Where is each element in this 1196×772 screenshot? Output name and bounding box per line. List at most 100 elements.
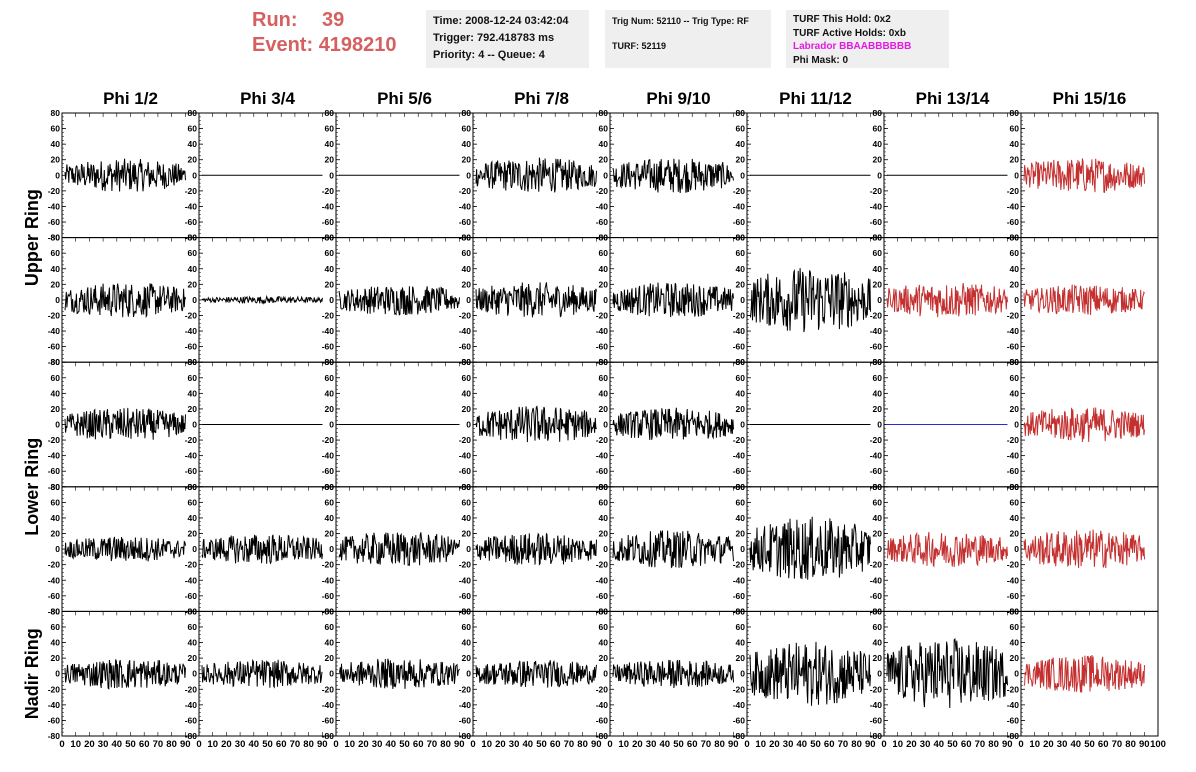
x-tick-label: 30 xyxy=(509,739,520,750)
y-tick-label: 80 xyxy=(51,606,61,616)
y-tick-label: 80 xyxy=(325,233,335,243)
y-tick-label: -80 xyxy=(322,731,335,741)
y-tick-label: 20 xyxy=(736,653,746,663)
x-tick-label: 10 xyxy=(892,739,903,750)
x-tick-label: 10 xyxy=(481,739,492,750)
y-tick-label: 40 xyxy=(51,139,61,149)
x-tick-label: 30 xyxy=(1057,739,1068,750)
y-tick-label: -40 xyxy=(870,201,883,211)
y-tick-label: -60 xyxy=(870,466,883,476)
ring-label: Nadir Ring xyxy=(22,628,42,719)
waveform-trace xyxy=(338,658,460,690)
y-tick-label: -20 xyxy=(459,684,472,694)
y-tick-label: -60 xyxy=(1007,715,1020,725)
ring-label: Lower Ring xyxy=(22,438,42,536)
y-tick-label: 80 xyxy=(1010,357,1020,367)
y-tick-label: 0 xyxy=(603,544,608,554)
y-tick-label: -20 xyxy=(733,560,746,570)
y-tick-label: -40 xyxy=(48,201,61,211)
y-tick-label: 20 xyxy=(462,529,472,539)
y-tick-label: 20 xyxy=(873,653,883,663)
y-tick-label: -40 xyxy=(322,451,335,461)
y-tick-label: 20 xyxy=(599,279,609,289)
y-tick-label: -60 xyxy=(596,715,609,725)
y-tick-label: 0 xyxy=(329,544,334,554)
y-tick-label: 40 xyxy=(873,388,883,398)
y-tick-label: 60 xyxy=(188,497,198,507)
x-tick-label: 0 xyxy=(1018,739,1023,750)
y-tick-label: 80 xyxy=(1010,606,1020,616)
y-tick-label: 20 xyxy=(325,155,335,165)
x-tick-label: 90 xyxy=(1002,739,1013,750)
y-tick-label: 40 xyxy=(325,638,335,648)
y-tick-label: 60 xyxy=(736,248,746,258)
waveform-trace xyxy=(612,659,734,689)
y-tick-label: -20 xyxy=(596,684,609,694)
x-tick-label: 40 xyxy=(934,739,945,750)
y-tick-label: 80 xyxy=(188,606,198,616)
y-tick-label: -20 xyxy=(596,186,609,196)
y-tick-label: -40 xyxy=(459,575,472,585)
x-tick-label: 60 xyxy=(550,739,561,750)
y-tick-label: -20 xyxy=(185,186,198,196)
y-tick-label: -40 xyxy=(870,326,883,336)
y-tick-label: 20 xyxy=(736,404,746,414)
x-tick-label: 70 xyxy=(701,739,712,750)
y-tick-label: -60 xyxy=(322,342,335,352)
x-tick-label: 80 xyxy=(714,739,725,750)
column-title: Phi 13/14 xyxy=(916,89,990,108)
y-tick-label: 0 xyxy=(55,170,60,180)
x-tick-label: 80 xyxy=(577,739,588,750)
run-line: Run: 39 xyxy=(252,8,397,33)
y-tick-label: -20 xyxy=(322,310,335,320)
y-tick-label: 0 xyxy=(740,420,745,430)
y-tick-label: -60 xyxy=(733,591,746,601)
y-tick-label: 20 xyxy=(51,529,61,539)
y-tick-label: 40 xyxy=(873,513,883,523)
y-tick-label: 40 xyxy=(188,139,198,149)
x-tick-label: 20 xyxy=(495,739,506,750)
y-tick-label: 0 xyxy=(55,669,60,679)
y-tick-label: 20 xyxy=(462,279,472,289)
y-tick-label: 40 xyxy=(462,139,472,149)
y-tick-label: 40 xyxy=(188,264,198,274)
y-tick-label: 80 xyxy=(188,482,198,492)
y-tick-label: -40 xyxy=(322,326,335,336)
y-tick-label: -20 xyxy=(459,435,472,445)
time-text: Time: 2008-12-24 03:42:04 xyxy=(433,15,569,27)
y-tick-label: 0 xyxy=(877,669,882,679)
y-tick-label: 80 xyxy=(325,606,335,616)
y-tick-label: -20 xyxy=(48,186,61,196)
y-tick-label: 0 xyxy=(192,295,197,305)
y-tick-label: 60 xyxy=(873,497,883,507)
waveform-trace xyxy=(886,283,1008,318)
y-tick-label: 60 xyxy=(873,124,883,134)
waveform-trace xyxy=(201,534,323,565)
y-tick-label: -40 xyxy=(322,700,335,710)
y-tick-label: -60 xyxy=(459,217,472,227)
y-tick-label: 60 xyxy=(1010,622,1020,632)
y-tick-label: -40 xyxy=(48,326,61,336)
y-tick-label: -60 xyxy=(733,466,746,476)
y-tick-label: -60 xyxy=(870,217,883,227)
y-tick-label: 80 xyxy=(873,482,883,492)
x-tick-label: 20 xyxy=(1043,739,1054,750)
y-tick-label: 60 xyxy=(1010,124,1020,134)
run-label: Run: xyxy=(252,9,298,31)
y-tick-label: 0 xyxy=(329,669,334,679)
y-tick-label: -60 xyxy=(185,715,198,725)
waveform-trace xyxy=(64,283,186,319)
y-tick-label: 40 xyxy=(325,264,335,274)
y-tick-label: 60 xyxy=(462,622,472,632)
y-tick-label: -60 xyxy=(48,466,61,476)
y-tick-label: 40 xyxy=(599,388,609,398)
y-tick-label: -60 xyxy=(870,591,883,601)
y-tick-label: 0 xyxy=(466,420,471,430)
x-tick-label: 20 xyxy=(84,739,95,750)
y-tick-label: -20 xyxy=(48,310,61,320)
waveform-trace xyxy=(64,659,186,690)
y-tick-label: 40 xyxy=(51,388,61,398)
y-tick-label: 80 xyxy=(188,108,198,118)
y-tick-label: -60 xyxy=(870,342,883,352)
x-tick-label: 10 xyxy=(1029,739,1040,750)
